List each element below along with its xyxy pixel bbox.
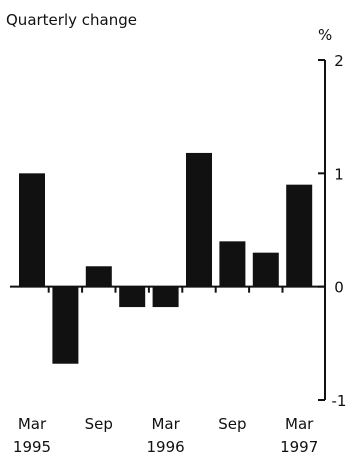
bars-group [19,152,313,364]
y-tick-label: 0 [334,279,344,297]
bar-sep-1996 [219,241,246,287]
bar-jun-1996 [186,152,212,287]
x-tick-label-year: 1997 [280,438,318,456]
x-tick-label-year: 1996 [147,438,185,456]
y-tick-label: 1 [334,165,344,183]
x-tick-label-month: Sep [85,415,113,433]
axes-group [10,59,326,401]
tick-labels-group: 2 1 0 -1 Mar 1995 Sep Mar 1996 Sep Mar 1997 [13,52,347,456]
x-tick-label-month: Sep [218,415,246,433]
bar-mar-1997 [286,184,313,287]
x-tick-label-month: Mar [18,415,47,433]
y-tick-label: 2 [334,52,344,70]
y-axis-unit-label: % [318,26,332,44]
x-tick-label-month: Mar [285,415,314,433]
chart-subtitle: Quarterly change [6,11,137,29]
x-tick-label-month: Mar [151,415,180,433]
y-tick-label: -1 [332,392,347,410]
bar-sep-1995 [85,266,112,287]
bar-dec-1996 [252,252,279,287]
bar-jun-1995 [52,286,79,364]
x-tick-label-year: 1995 [13,438,51,456]
bar-dec-1995 [119,286,146,308]
bar-mar-1995 [19,173,45,287]
bar-mar-1996 [152,286,179,308]
